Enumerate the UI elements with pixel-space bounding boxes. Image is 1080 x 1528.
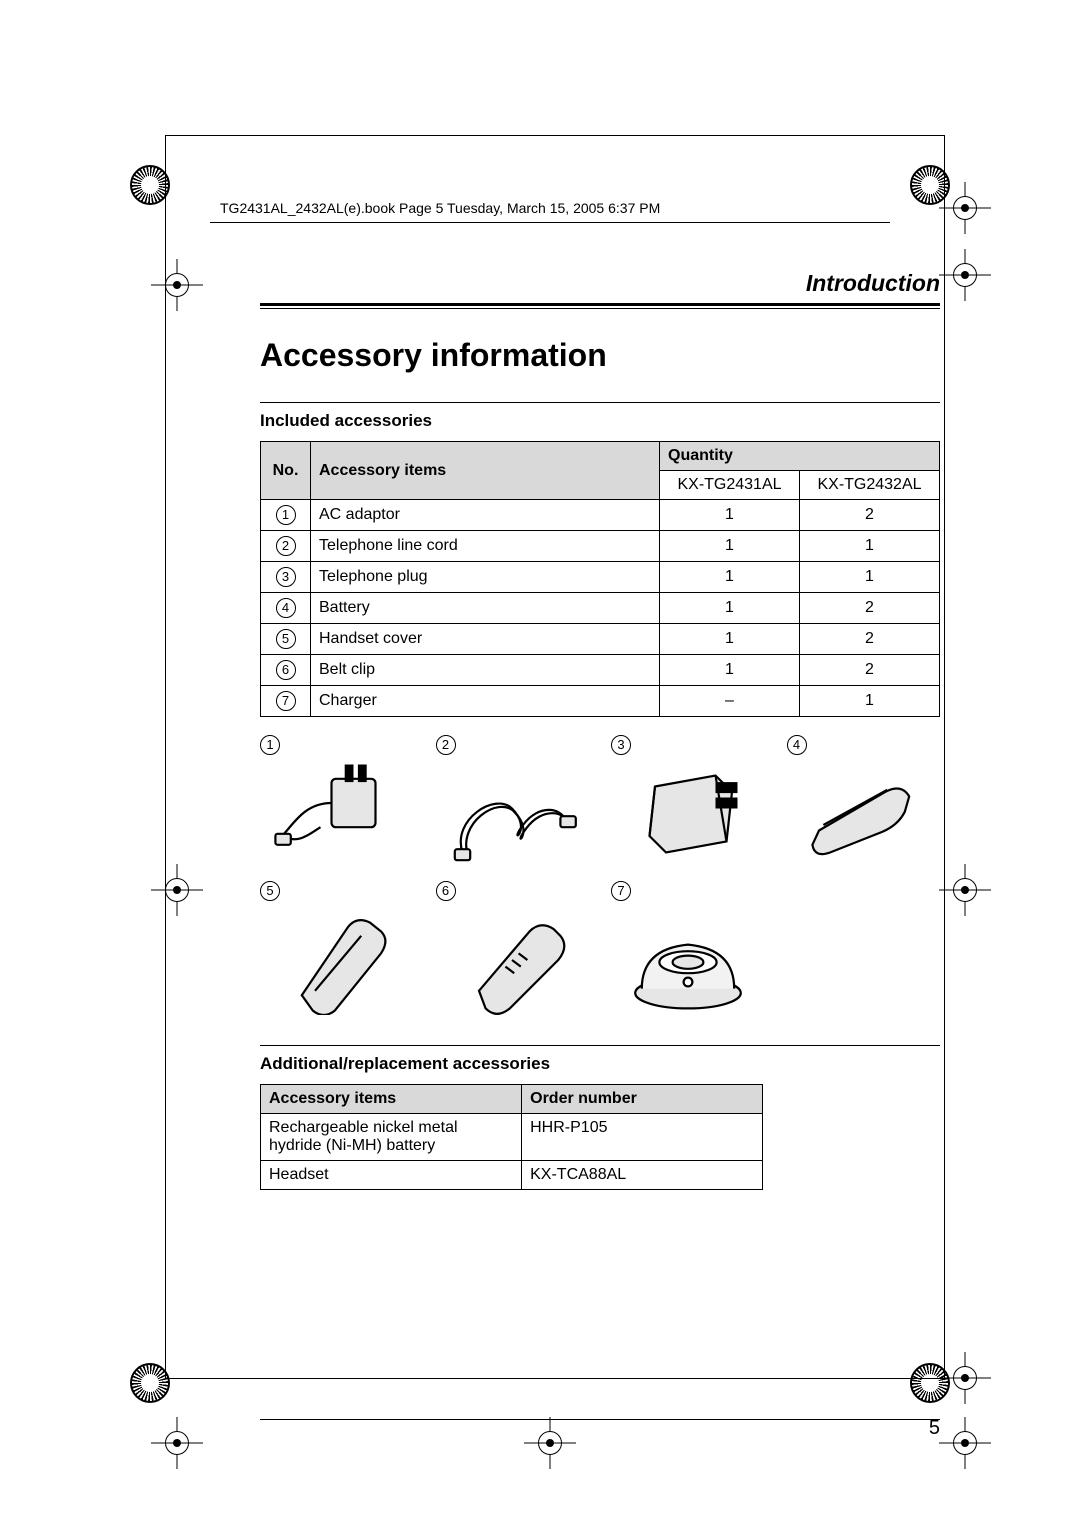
row-qty-1: 1	[660, 531, 800, 562]
illustration-image	[611, 759, 765, 869]
row-number: 5	[261, 624, 311, 655]
book-header-rule	[210, 222, 890, 223]
row-number: 1	[261, 500, 311, 531]
row-number: 4	[261, 593, 311, 624]
row-item: Belt clip	[311, 655, 660, 686]
illustration-4: 4	[787, 735, 941, 869]
row-qty-1: 1	[660, 500, 800, 531]
table-row: 4Battery12	[261, 593, 940, 624]
repl-col-order: Order number	[522, 1085, 763, 1114]
row-qty-2: 2	[800, 500, 940, 531]
replacement-accessories-table: Accessory items Order number Rechargeabl…	[260, 1084, 763, 1190]
illustration-grid: 1 2 3 4 5 6 7	[260, 735, 940, 1015]
row-qty-1: 1	[660, 593, 800, 624]
illustration-2: 2	[436, 735, 590, 869]
row-qty-1: 1	[660, 562, 800, 593]
row-number: 7	[261, 686, 311, 717]
table-row: 2Telephone line cord11	[261, 531, 940, 562]
col-item: Accessory items	[311, 442, 660, 500]
replacement-heading: Additional/replacement accessories	[260, 1045, 940, 1074]
row-number: 2	[261, 531, 311, 562]
illustration-7: 7	[611, 881, 765, 1015]
section-label: Introduction	[260, 270, 940, 297]
table-row: Rechargeable nickel metal hydride (Ni-MH…	[261, 1114, 763, 1161]
footer-rule	[260, 1419, 940, 1420]
model-1: KX-TG2431AL	[660, 471, 800, 500]
page-content: Introduction Accessory information Inclu…	[260, 270, 940, 1190]
table-row: HeadsetKX-TCA88AL	[261, 1161, 763, 1190]
illustration-label: 3	[611, 735, 765, 755]
illustration-label: 5	[260, 881, 414, 901]
illustration-3: 3	[611, 735, 765, 869]
row-qty-1: –	[660, 686, 800, 717]
included-heading: Included accessories	[260, 402, 940, 431]
model-2: KX-TG2432AL	[800, 471, 940, 500]
row-qty-2: 2	[800, 655, 940, 686]
repl-item: Rechargeable nickel metal hydride (Ni-MH…	[261, 1114, 522, 1161]
row-item: Telephone plug	[311, 562, 660, 593]
row-qty-1: 1	[660, 624, 800, 655]
row-item: Charger	[311, 686, 660, 717]
row-number: 3	[261, 562, 311, 593]
repl-col-item: Accessory items	[261, 1085, 522, 1114]
illustration-label: 6	[436, 881, 590, 901]
page-number: 5	[929, 1417, 940, 1440]
book-header: TG2431AL_2432AL(e).book Page 5 Tuesday, …	[220, 200, 660, 216]
row-qty-2: 1	[800, 686, 940, 717]
repl-order: HHR-P105	[522, 1114, 763, 1161]
illustration-image	[260, 905, 414, 1015]
col-qty: Quantity	[660, 442, 940, 471]
row-qty-2: 1	[800, 562, 940, 593]
table-row: 1AC adaptor12	[261, 500, 940, 531]
col-no: No.	[261, 442, 311, 500]
table-row: 5Handset cover12	[261, 624, 940, 655]
illustration-5: 5	[260, 881, 414, 1015]
illustration-image	[787, 759, 941, 869]
table-row: 7Charger–1	[261, 686, 940, 717]
row-qty-2: 1	[800, 531, 940, 562]
row-item: AC adaptor	[311, 500, 660, 531]
illustration-image	[611, 905, 765, 1015]
included-accessories-table: No. Accessory items Quantity KX-TG2431AL…	[260, 441, 940, 717]
row-number: 6	[261, 655, 311, 686]
illustration-label: 1	[260, 735, 414, 755]
row-qty-1: 1	[660, 655, 800, 686]
double-rule	[260, 303, 940, 309]
page-title: Accessory information	[260, 337, 940, 374]
illustration-label: 4	[787, 735, 941, 755]
illustration-image	[436, 905, 590, 1015]
illustration-label: 2	[436, 735, 590, 755]
repl-item: Headset	[261, 1161, 522, 1190]
row-qty-2: 2	[800, 593, 940, 624]
row-qty-2: 2	[800, 624, 940, 655]
row-item: Telephone line cord	[311, 531, 660, 562]
row-item: Handset cover	[311, 624, 660, 655]
illustration-image	[436, 759, 590, 869]
illustration-label: 7	[611, 881, 765, 901]
repl-order: KX-TCA88AL	[522, 1161, 763, 1190]
illustration-6: 6	[436, 881, 590, 1015]
illustration-1: 1	[260, 735, 414, 869]
illustration-image	[260, 759, 414, 869]
table-row: 3Telephone plug11	[261, 562, 940, 593]
table-row: 6Belt clip12	[261, 655, 940, 686]
row-item: Battery	[311, 593, 660, 624]
